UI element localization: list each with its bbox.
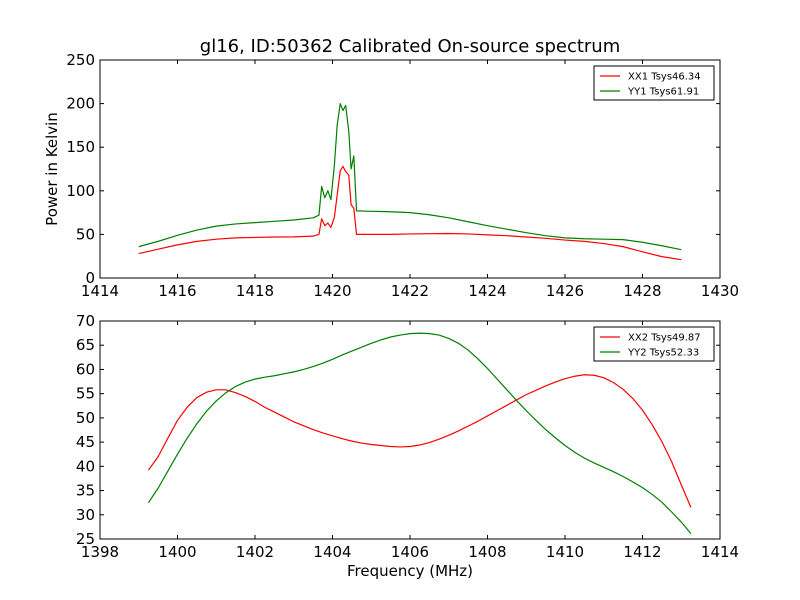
x-tick-label: 1414 <box>81 282 119 300</box>
x-tick-label: 1400 <box>158 543 196 561</box>
series-line-2 <box>147 332 692 535</box>
series-line-1 <box>138 165 682 261</box>
y-tick-label: 25 <box>76 530 95 548</box>
x-tick-label: 1422 <box>391 282 429 300</box>
legend-box <box>593 326 715 362</box>
y-tick-label: 150 <box>66 138 95 156</box>
x-axis-label: Frequency (MHz) <box>347 562 473 580</box>
legend-label: XX2 Tsys49.87 <box>628 333 701 344</box>
y-tick-label: 40 <box>76 457 95 475</box>
y-tick-label: 60 <box>76 360 95 378</box>
y-tick-label: 30 <box>76 506 95 524</box>
x-tick-label: 1420 <box>313 282 351 300</box>
y-tick-label: 70 <box>76 312 95 330</box>
series-line-1 <box>147 374 692 508</box>
x-tick-label: 1398 <box>81 543 119 561</box>
x-tick-label: 1408 <box>468 543 506 561</box>
legend-label: XX1 Tsys46.34 <box>628 72 701 83</box>
y-tick-label: 45 <box>76 433 95 451</box>
x-tick-label: 1416 <box>158 282 196 300</box>
legend-label: YY2 Tsys52.33 <box>627 348 699 359</box>
legend-label: YY1 Tsys61.91 <box>627 87 699 98</box>
legend-box <box>593 65 715 101</box>
chart-1: 1414 1416 1418 1420 1422 1424 1426 1428 1430 0 50 1… <box>43 36 739 300</box>
x-tick-label: 1428 <box>623 282 661 300</box>
x-tick-label: 1418 <box>236 282 274 300</box>
y-tick-label: 55 <box>76 385 95 403</box>
y-tick-label: 250 <box>66 51 95 69</box>
y-tick-label: 35 <box>76 482 95 500</box>
y-tick-label: 200 <box>66 95 95 113</box>
y-tick-label: 100 <box>66 182 95 200</box>
chart-title: gl16, ID:50362 Calibrated On-source spec… <box>200 36 620 57</box>
y-tick-label: 50 <box>76 225 95 243</box>
x-tick-label: 1410 <box>546 543 584 561</box>
legend: XX1 Tsys46.34 YY1 Tsys61.91 <box>593 65 715 101</box>
y-axis-label: Power in Kelvin <box>43 112 61 226</box>
x-tick-label: 1404 <box>313 543 351 561</box>
x-tick-label: 1426 <box>546 282 584 300</box>
y-tick-label: 65 <box>76 336 95 354</box>
y-tick-label: 50 <box>76 409 95 427</box>
chart-2: 1398 1400 1402 1404 1406 1408 1410 1412 1414 25 30… <box>76 312 739 580</box>
x-tick-label: 1414 <box>701 543 739 561</box>
x-tick-label: 1402 <box>236 543 274 561</box>
x-tick-label: 1406 <box>391 543 429 561</box>
x-tick-label: 1424 <box>468 282 506 300</box>
y-tick-label: 0 <box>85 269 95 287</box>
x-tick-label: 1412 <box>623 543 661 561</box>
legend: XX2 Tsys49.87 YY2 Tsys52.33 <box>593 326 715 362</box>
x-tick-label: 1430 <box>701 282 739 300</box>
series-line-2 <box>138 103 682 251</box>
